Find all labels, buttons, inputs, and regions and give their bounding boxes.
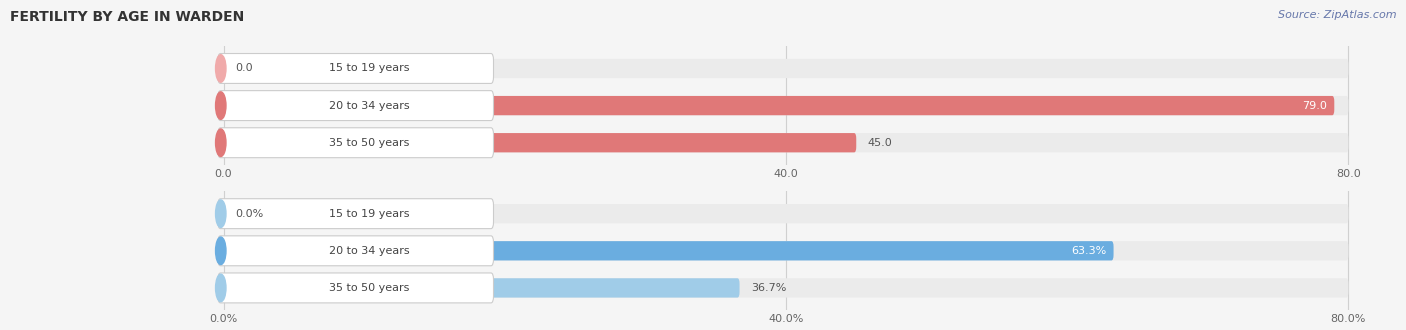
Circle shape [215, 92, 226, 119]
FancyBboxPatch shape [218, 53, 494, 83]
FancyBboxPatch shape [224, 96, 1334, 115]
FancyBboxPatch shape [224, 241, 1348, 260]
Text: FERTILITY BY AGE IN WARDEN: FERTILITY BY AGE IN WARDEN [10, 10, 245, 24]
Circle shape [215, 55, 226, 82]
FancyBboxPatch shape [218, 199, 494, 229]
Circle shape [215, 200, 226, 227]
FancyBboxPatch shape [224, 204, 1348, 223]
Text: 15 to 19 years: 15 to 19 years [329, 209, 409, 219]
Text: 63.3%: 63.3% [1071, 246, 1107, 256]
FancyBboxPatch shape [224, 278, 1348, 298]
Text: Source: ZipAtlas.com: Source: ZipAtlas.com [1278, 10, 1396, 20]
Text: 35 to 50 years: 35 to 50 years [329, 283, 409, 293]
FancyBboxPatch shape [218, 128, 494, 158]
Text: 0.0%: 0.0% [235, 209, 263, 219]
FancyBboxPatch shape [224, 133, 856, 152]
Text: 0.0: 0.0 [235, 63, 253, 74]
Text: 35 to 50 years: 35 to 50 years [329, 138, 409, 148]
FancyBboxPatch shape [224, 278, 740, 298]
FancyBboxPatch shape [218, 236, 494, 266]
FancyBboxPatch shape [224, 133, 1348, 152]
Circle shape [215, 237, 226, 265]
Text: 79.0: 79.0 [1302, 101, 1327, 111]
FancyBboxPatch shape [224, 59, 1348, 78]
Circle shape [215, 274, 226, 302]
Text: 20 to 34 years: 20 to 34 years [329, 101, 409, 111]
FancyBboxPatch shape [224, 241, 1114, 260]
Circle shape [215, 129, 226, 156]
FancyBboxPatch shape [218, 273, 494, 303]
Text: 36.7%: 36.7% [751, 283, 786, 293]
FancyBboxPatch shape [218, 91, 494, 120]
Text: 20 to 34 years: 20 to 34 years [329, 246, 409, 256]
Text: 15 to 19 years: 15 to 19 years [329, 63, 409, 74]
FancyBboxPatch shape [224, 96, 1348, 115]
Text: 45.0: 45.0 [868, 138, 893, 148]
